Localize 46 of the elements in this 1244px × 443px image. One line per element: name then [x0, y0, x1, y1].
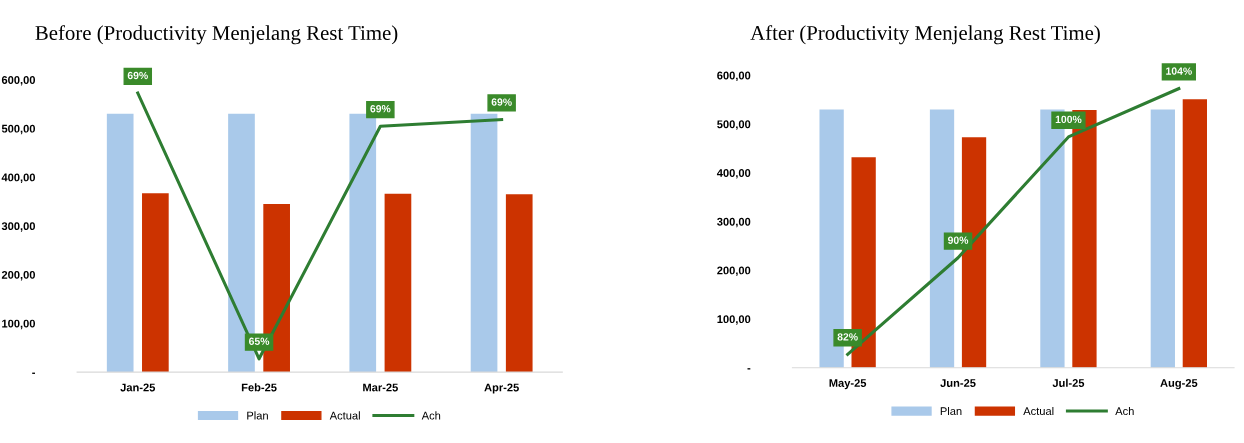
x-tick-label: Jan-25	[120, 383, 156, 392]
x-tick-label: Feb-25	[241, 383, 277, 392]
y-tick-label: -	[747, 368, 751, 370]
y-tick-label: 300,00	[717, 217, 751, 228]
bar	[349, 113, 377, 373]
y-tick-label: 600,00	[1, 76, 36, 86]
x-tick-label: Apr-25	[484, 383, 519, 394]
x-tick-label: Jul-25	[1052, 378, 1085, 387]
x-tick-label: Aug-25	[1160, 379, 1198, 390]
data-label: 69%	[491, 98, 512, 106]
bar	[106, 113, 134, 373]
x-tick-label: Jun-25	[940, 379, 976, 387]
bar	[470, 113, 498, 373]
y-tick-label: 500,00	[1, 124, 36, 135]
y-tick-label: 100,00	[2, 319, 36, 330]
y-tick-label: 400,00	[716, 169, 751, 179]
legend-label: Ach	[421, 411, 441, 420]
legend-label: Actual	[329, 411, 360, 420]
data-label: 100%	[1055, 115, 1082, 124]
data-label: 69%	[127, 71, 148, 80]
data-label: 104%	[1166, 67, 1192, 75]
bar	[505, 194, 533, 373]
data-label: 82%	[837, 333, 858, 341]
data-label: 69%	[370, 105, 391, 113]
y-tick-label: 200,00	[717, 266, 751, 276]
y-tick-label: 200,00	[1, 270, 36, 281]
legend-label: Plan	[940, 406, 962, 416]
y-tick-label: 600,00	[717, 71, 751, 82]
chart-title: Before (Productivity Menjelang Rest Time)	[35, 25, 398, 45]
chart-title: After (Productivity Menjelang Rest Time)	[750, 25, 1100, 45]
data-label: 90%	[947, 236, 969, 244]
data-label: 65%	[249, 337, 270, 345]
legend-label: Ach	[1115, 406, 1134, 416]
legend-label: Plan	[247, 411, 268, 420]
bar	[384, 193, 412, 373]
y-tick-label: 100,00	[717, 315, 751, 325]
bar	[142, 193, 169, 373]
y-tick-label: -	[32, 372, 36, 374]
legend-label: Actual	[1023, 406, 1054, 416]
bar	[1150, 109, 1175, 368]
x-tick-label: May-25	[829, 379, 867, 390]
y-tick-label: 300,00	[1, 222, 36, 232]
y-tick-label: 400,00	[1, 173, 36, 183]
bar	[1182, 99, 1207, 368]
x-tick-label: Mar-25	[363, 383, 398, 392]
y-tick-label: 500,00	[717, 120, 751, 130]
